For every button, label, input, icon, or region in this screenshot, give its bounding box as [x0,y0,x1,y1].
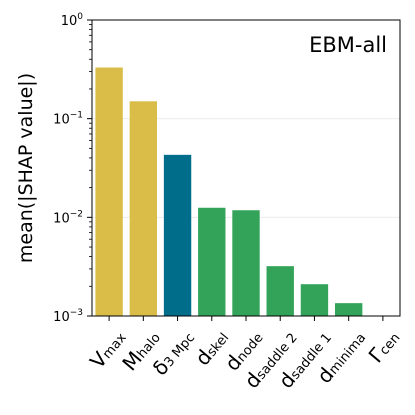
bar [300,284,329,316]
y-axis-title: mean(|SHAP value|) [15,73,37,263]
bar [129,101,158,316]
y-tick-exponent: −1 [70,111,83,121]
x-tick-label-sub: 3 Mpc [161,330,198,370]
y-tick-label: 100 [61,12,84,29]
x-tick-label-sub: minima [326,330,369,377]
chart-annotation: EBM-all [309,33,387,57]
bar [334,303,363,316]
y-tick-exponent: −2 [70,209,83,219]
y-tick-base: 10 [61,14,78,29]
bars [95,67,363,316]
x-tick-label-sub: node [234,330,266,365]
x-tick-label: Γcen [364,326,405,368]
y-tick-base: 10 [53,113,70,128]
y-tick-label: 10−3 [53,308,83,325]
bar [95,67,123,316]
y-tick-label: 10−1 [53,111,83,128]
bar [232,210,260,316]
y-tick-exponent: −3 [70,308,83,318]
y-tick-label: 10−2 [53,209,83,226]
y-tick-exponent: 0 [77,12,83,22]
y-tick-base: 10 [53,211,70,226]
bar [163,154,192,316]
bar [266,266,294,316]
y-tick-base: 10 [53,310,70,325]
bar [198,207,226,316]
